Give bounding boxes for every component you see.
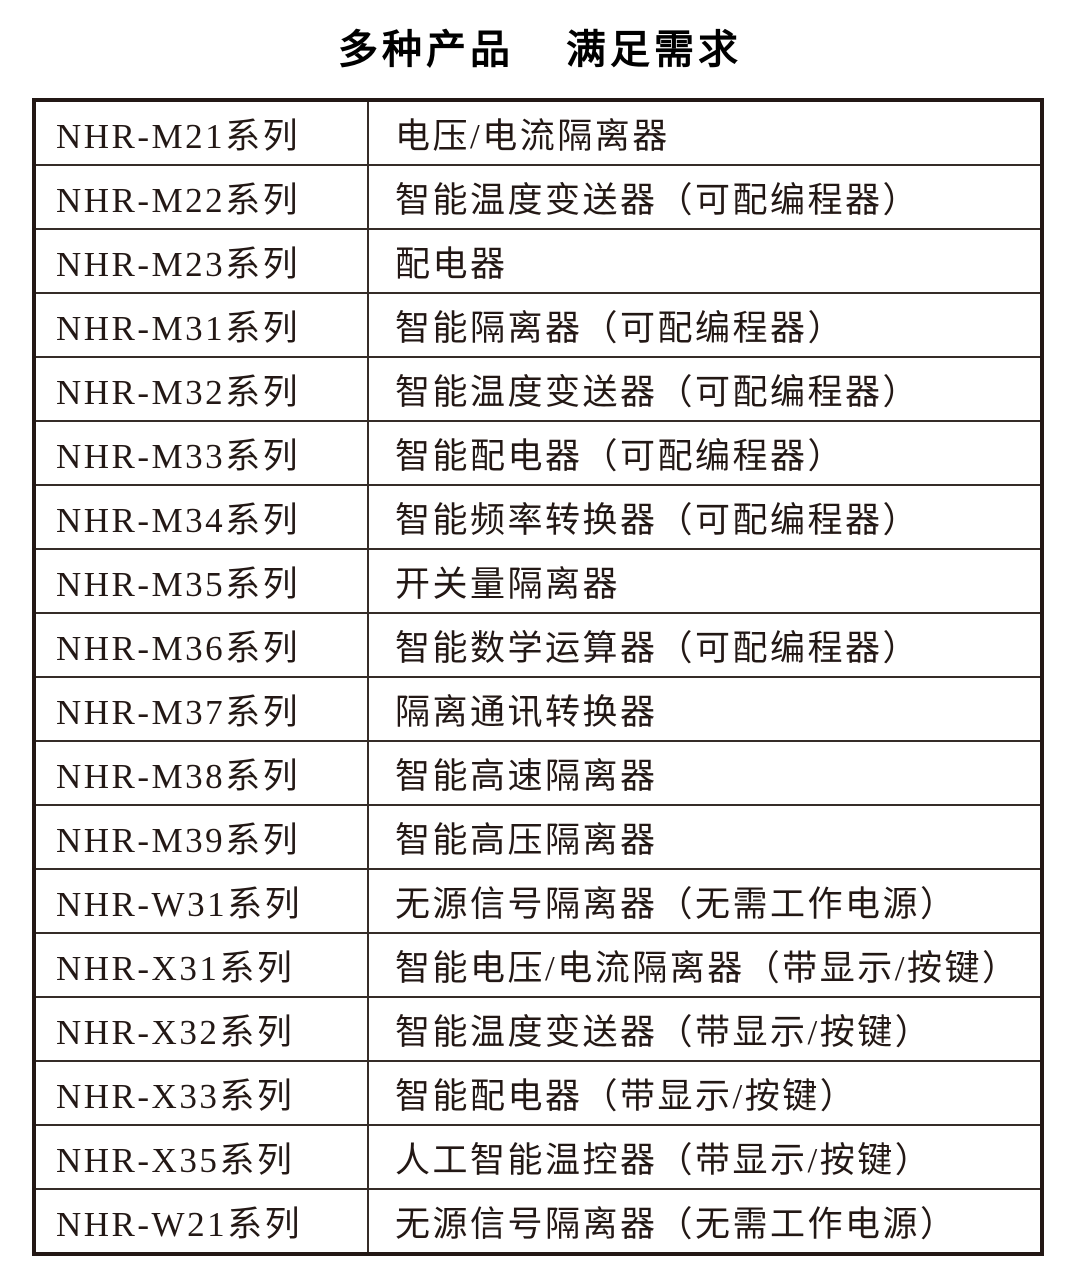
product-table-body: NHR-M21系列 电压/电流隔离器 NHR-M22系列 智能温度变送器（可配编… bbox=[33, 99, 1043, 1255]
table-row: NHR-W21系列 无源信号隔离器（无需工作电源） bbox=[33, 1188, 1043, 1255]
table-row: NHR-M39系列 智能高压隔离器 bbox=[33, 804, 1043, 870]
description-cell: 智能配电器（带显示/按键） bbox=[367, 1060, 1043, 1126]
series-cell: NHR-X33系列 bbox=[33, 1060, 369, 1126]
series-cell: NHR-M38系列 bbox=[33, 740, 369, 806]
page-title-part2: 满足需求 bbox=[566, 28, 742, 72]
series-cell: NHR-M35系列 bbox=[33, 548, 369, 614]
description-cell: 智能高速隔离器 bbox=[367, 740, 1043, 806]
description-cell: 配电器 bbox=[367, 228, 1043, 294]
description-cell: 电压/电流隔离器 bbox=[367, 99, 1043, 166]
series-cell: NHR-M22系列 bbox=[33, 164, 369, 230]
table-row: NHR-M31系列 智能隔离器（可配编程器） bbox=[33, 292, 1043, 358]
description-cell: 智能电压/电流隔离器（带显示/按键） bbox=[367, 932, 1043, 998]
series-cell: NHR-M36系列 bbox=[33, 612, 369, 678]
series-cell: NHR-M34系列 bbox=[33, 484, 369, 550]
description-cell: 开关量隔离器 bbox=[367, 548, 1043, 614]
table-row: NHR-X31系列 智能电压/电流隔离器（带显示/按键） bbox=[33, 932, 1043, 998]
table-row: NHR-M23系列 配电器 bbox=[33, 228, 1043, 294]
series-cell: NHR-M31系列 bbox=[33, 292, 369, 358]
page-title-part1: 多种产品 bbox=[338, 28, 514, 72]
table-row: NHR-X35系列 人工智能温控器（带显示/按键） bbox=[33, 1124, 1043, 1190]
series-cell: NHR-M23系列 bbox=[33, 228, 369, 294]
series-cell: NHR-M32系列 bbox=[33, 356, 369, 422]
description-cell: 智能温度变送器（可配编程器） bbox=[367, 356, 1043, 422]
page-title: 多种产品 满足需求 bbox=[0, 26, 1080, 74]
description-cell: 智能数学运算器（可配编程器） bbox=[367, 612, 1043, 678]
series-cell: NHR-M33系列 bbox=[33, 420, 369, 486]
description-cell: 无源信号隔离器（无需工作电源） bbox=[367, 868, 1043, 934]
series-cell: NHR-W31系列 bbox=[33, 868, 369, 934]
product-table: NHR-M21系列 电压/电流隔离器 NHR-M22系列 智能温度变送器（可配编… bbox=[32, 98, 1044, 1256]
description-cell: 智能频率转换器（可配编程器） bbox=[367, 484, 1043, 550]
series-cell: NHR-M37系列 bbox=[33, 676, 369, 742]
table-row: NHR-M33系列 智能配电器（可配编程器） bbox=[33, 420, 1043, 486]
description-cell: 智能温度变送器（带显示/按键） bbox=[367, 996, 1043, 1062]
table-row: NHR-M32系列 智能温度变送器（可配编程器） bbox=[33, 356, 1043, 422]
series-cell: NHR-X31系列 bbox=[33, 932, 369, 998]
table-row: NHR-M22系列 智能温度变送器（可配编程器） bbox=[33, 164, 1043, 230]
table-row: NHR-X33系列 智能配电器（带显示/按键） bbox=[33, 1060, 1043, 1126]
series-cell: NHR-X32系列 bbox=[33, 996, 369, 1062]
series-cell: NHR-M39系列 bbox=[33, 804, 369, 870]
table-row: NHR-M35系列 开关量隔离器 bbox=[33, 548, 1043, 614]
description-cell: 无源信号隔离器（无需工作电源） bbox=[367, 1188, 1043, 1255]
description-cell: 智能隔离器（可配编程器） bbox=[367, 292, 1043, 358]
description-cell: 智能高压隔离器 bbox=[367, 804, 1043, 870]
table-row: NHR-X32系列 智能温度变送器（带显示/按键） bbox=[33, 996, 1043, 1062]
series-cell: NHR-M21系列 bbox=[33, 99, 369, 166]
series-cell: NHR-W21系列 bbox=[33, 1188, 369, 1255]
description-cell: 隔离通讯转换器 bbox=[367, 676, 1043, 742]
table-row: NHR-W31系列 无源信号隔离器（无需工作电源） bbox=[33, 868, 1043, 934]
description-cell: 人工智能温控器（带显示/按键） bbox=[367, 1124, 1043, 1190]
description-cell: 智能配电器（可配编程器） bbox=[367, 420, 1043, 486]
table-row: NHR-M34系列 智能频率转换器（可配编程器） bbox=[33, 484, 1043, 550]
table-row: NHR-M36系列 智能数学运算器（可配编程器） bbox=[33, 612, 1043, 678]
table-row: NHR-M38系列 智能高速隔离器 bbox=[33, 740, 1043, 806]
series-cell: NHR-X35系列 bbox=[33, 1124, 369, 1190]
description-cell: 智能温度变送器（可配编程器） bbox=[367, 164, 1043, 230]
table-row: NHR-M37系列 隔离通讯转换器 bbox=[33, 676, 1043, 742]
table-row: NHR-M21系列 电压/电流隔离器 bbox=[33, 99, 1043, 166]
